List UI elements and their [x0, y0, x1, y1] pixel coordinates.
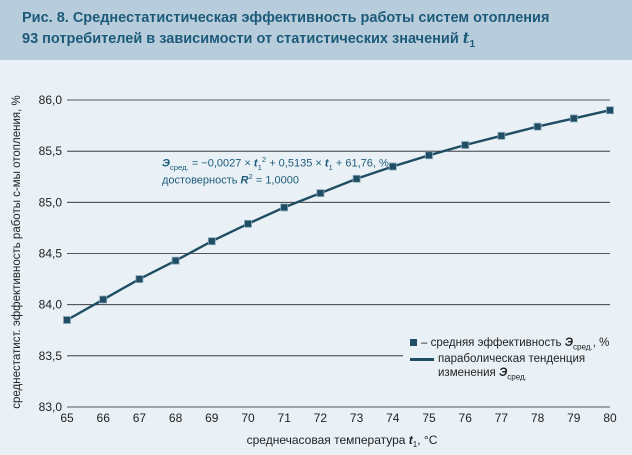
eq-lhs: Э — [162, 157, 170, 170]
eq-square: 2 — [261, 155, 267, 164]
eq-t-2: t — [324, 157, 329, 170]
data-point-marker — [606, 106, 614, 115]
title-line-2-text: 93 потребителей в зависимости от статист… — [22, 31, 463, 47]
equation-annotation: Эсред. = −0,0027 × t12 + 0,5135 × t1 + 6… — [162, 155, 389, 187]
x-tick-label: 72 — [314, 411, 328, 425]
legend-line-swatch — [410, 357, 434, 361]
legend-marker-swatch — [410, 339, 417, 347]
x-tick-label: 74 — [386, 411, 400, 425]
eq-t-1-sub: 1 — [257, 162, 262, 172]
eq-t-2-sub: 1 — [328, 162, 333, 172]
legend-trend-entry-line2: изменения Эсред. — [410, 367, 609, 381]
legend-trend-entry: параболическая тенденция — [410, 353, 609, 365]
data-markers — [63, 106, 614, 324]
legend: – средняя эффективность Эсред., % парабо… — [410, 337, 609, 382]
x-tick-label: 69 — [205, 411, 219, 425]
x-tick-label: 68 — [169, 411, 183, 425]
title-t-subscript: 1 — [469, 38, 476, 50]
y-axis-label: среднестатист. эффективность работы с-мы… — [11, 95, 23, 409]
chart-area: 83,0 83,5 84,0 84,5 85,0 85,5 86,0 65 66 67 68 69 7… — [11, 93, 617, 449]
data-point-marker — [569, 114, 578, 123]
legend-trend-var: Э — [498, 367, 508, 380]
y-tick-label: 85,5 — [39, 144, 63, 158]
r2-r: R — [240, 174, 249, 187]
legend-markers-sub: сред. — [572, 342, 593, 352]
x-tick-label: 73 — [350, 411, 364, 425]
x-tick-label: 71 — [278, 411, 292, 425]
y-tick-label: 83,0 — [39, 400, 63, 414]
x-axis-label-text: среднечасовая температура — [247, 433, 409, 447]
data-point-marker — [316, 189, 325, 198]
figure-title-line-1: Рис. 8. Среднестатистическая эффективнос… — [22, 10, 550, 26]
data-point-marker — [497, 131, 506, 140]
legend-markers-prefix: – средняя эффективность — [421, 337, 565, 349]
grid-lines — [67, 99, 610, 408]
legend-markers-entry: – средняя эффективность Эсред., % — [410, 337, 609, 351]
r2-value: = 1,0000 — [252, 174, 299, 187]
equation-line: Эсред. = −0,0027 × t12 + 0,5135 × t1 + 6… — [162, 155, 389, 172]
eq-part-1: = −0,0027 × — [188, 157, 254, 170]
r2-sup: 2 — [248, 171, 253, 181]
x-tick-label: 77 — [495, 411, 509, 425]
data-point-marker — [425, 151, 433, 160]
eq-part-2: + 0,5135 × — [266, 157, 325, 170]
eq-part-3: + 61,76, % — [332, 157, 389, 170]
x-tick-label: 79 — [567, 411, 581, 425]
figure-title-bar: Рис. 8. Среднестатистическая эффективнос… — [0, 0, 632, 60]
data-point-marker — [207, 237, 216, 246]
legend-trend-sub: сред. — [507, 372, 527, 382]
data-point-marker — [244, 219, 252, 228]
x-tick-label: 65 — [60, 411, 74, 425]
legend-markers-suffix: , % — [592, 337, 610, 349]
data-point-marker — [171, 256, 180, 265]
title-t-variable: t — [462, 30, 470, 47]
legend-trend-prefix: изменения — [438, 367, 499, 380]
data-point-marker — [533, 122, 542, 131]
x-tick-label: 67 — [133, 411, 147, 425]
data-point-marker — [99, 295, 108, 304]
x-axis-label-sub: 1 — [413, 440, 418, 449]
legend-trend-line1: параболическая тенденция — [438, 353, 586, 366]
figure-title-line-2: 93 потребителей в зависимости от статист… — [22, 30, 475, 50]
x-tick-label: 78 — [531, 411, 545, 425]
data-point-marker — [135, 275, 144, 283]
data-point-marker — [461, 141, 470, 149]
eq-lhs-sub: сред. — [169, 162, 189, 172]
x-tick-label: 76 — [459, 411, 473, 425]
trend-line — [66, 109, 611, 322]
y-tick-label: 86,0 — [39, 93, 63, 107]
data-point-marker — [63, 316, 71, 324]
x-tick-label: 66 — [97, 411, 111, 425]
r2-line: достоверность R2 = 1,0000 — [162, 172, 389, 187]
legend-markers-var: Э — [564, 337, 573, 349]
y-tick-label: 84,0 — [39, 298, 63, 312]
y-tick-labels: 83,0 83,5 84,0 84,5 85,0 85,5 86,0 — [39, 93, 63, 414]
data-point-marker — [352, 174, 361, 183]
x-tick-labels: 65 66 67 68 69 70 71 72 73 74 75 76 77 78 79 80 — [60, 411, 617, 425]
eq-t-1: t — [253, 157, 258, 170]
x-axis-label-unit: , °C — [417, 433, 437, 447]
x-tick-label: 75 — [422, 411, 436, 425]
x-axis-label-var: t — [409, 433, 414, 447]
y-tick-label: 84,5 — [39, 247, 63, 261]
data-point-marker — [388, 162, 397, 171]
y-tick-label: 83,5 — [39, 349, 63, 363]
x-tick-label: 80 — [603, 411, 617, 425]
x-tick-label: 70 — [241, 411, 255, 425]
r2-label: достоверность — [162, 174, 241, 187]
x-axis-label: среднечасовая температура t1, °C — [247, 433, 438, 449]
y-tick-label: 85,0 — [39, 195, 63, 209]
data-point-marker — [280, 203, 289, 212]
